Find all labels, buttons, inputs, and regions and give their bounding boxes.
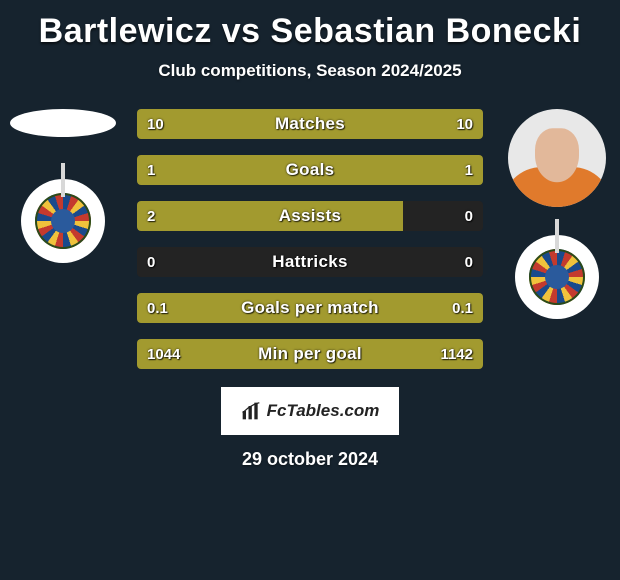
- left-bar: [137, 201, 403, 231]
- date-label: 29 october 2024: [0, 449, 620, 470]
- stat-row: 10Matches10: [137, 109, 483, 139]
- right-bar: [310, 155, 483, 185]
- right-club-badge: [515, 235, 599, 319]
- bars-icon: [241, 401, 261, 421]
- subtitle: Club competitions, Season 2024/2025: [0, 61, 620, 81]
- stat-row: 2Assists0: [137, 201, 483, 231]
- left-bar: [137, 155, 310, 185]
- stat-row: 1044Min per goal1142: [137, 339, 483, 369]
- left-player-column: [8, 109, 118, 263]
- comparison-bars: 10Matches101Goals12Assists00Hattricks00.…: [137, 109, 483, 369]
- right-bar: [310, 293, 483, 323]
- source-logo: FcTables.com: [221, 387, 399, 435]
- stat-row: 1Goals1: [137, 155, 483, 185]
- stat-row: 0Hattricks0: [137, 247, 483, 277]
- stat-row: 0.1Goals per match0.1: [137, 293, 483, 323]
- left-player-photo: [10, 109, 116, 137]
- stat-label: Hattricks: [137, 247, 483, 277]
- right-bar: [310, 109, 483, 139]
- right-value: 0: [465, 247, 473, 277]
- left-bar: [137, 339, 302, 369]
- page-title: Bartlewicz vs Sebastian Bonecki: [0, 0, 620, 51]
- comparison-content: 10Matches101Goals12Assists00Hattricks00.…: [0, 109, 620, 369]
- logo-text: FcTables.com: [267, 401, 380, 421]
- right-player-photo: [508, 109, 606, 207]
- right-value: 0: [465, 201, 473, 231]
- right-player-column: [502, 109, 612, 319]
- left-bar: [137, 109, 310, 139]
- left-bar: [137, 293, 310, 323]
- left-club-badge: [21, 179, 105, 263]
- left-value: 0: [147, 247, 155, 277]
- right-bar: [302, 339, 483, 369]
